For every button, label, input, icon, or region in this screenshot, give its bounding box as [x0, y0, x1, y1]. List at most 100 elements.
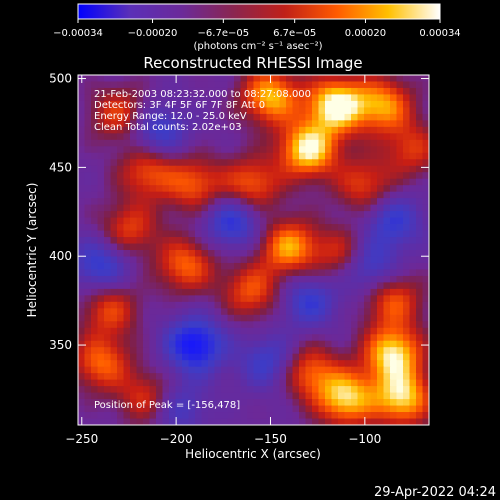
heatmap-cell: [331, 172, 339, 180]
heatmap-cell: [338, 94, 346, 102]
heatmap-cell: [266, 250, 274, 258]
heatmap-cell: [422, 334, 429, 342]
heatmap-cell: [299, 230, 307, 238]
heatmap-cell: [221, 152, 229, 160]
heatmap-cell: [123, 308, 131, 316]
heatmap-cell: [78, 282, 86, 290]
heatmap-cell: [104, 327, 112, 335]
heatmap-cell: [286, 308, 294, 316]
heatmap-cell: [156, 301, 164, 309]
heatmap-cell: [383, 334, 391, 342]
heatmap-cell: [312, 334, 320, 342]
heatmap-cell: [97, 275, 105, 284]
heatmap-cell: [396, 152, 404, 160]
heatmap-cell: [240, 327, 248, 335]
annotation-time-range: 21-Feb-2003 08:23:32.000 to 08:27:08.000: [94, 89, 311, 100]
heatmap-cell: [409, 198, 417, 206]
heatmap-cell: [351, 113, 359, 121]
heatmap-cell: [318, 379, 326, 387]
heatmap-cell: [338, 204, 346, 212]
heatmap-cell: [292, 250, 300, 258]
heatmap-cell: [292, 308, 300, 316]
heatmap-cell: [240, 269, 248, 277]
heatmap-cell: [260, 230, 268, 238]
heatmap-cell: [136, 75, 144, 83]
heatmap-cell: [78, 243, 86, 251]
heatmap-cell: [344, 224, 352, 232]
heatmap-cell: [149, 126, 157, 134]
heatmap-cell: [97, 113, 105, 121]
heatmap-cell: [201, 314, 209, 322]
heatmap-cell: [130, 405, 138, 413]
heatmap-cell: [305, 230, 313, 238]
heatmap-cell: [273, 81, 281, 89]
heatmap-cell: [338, 418, 346, 425]
heatmap-cell: [344, 386, 352, 394]
heatmap-cell: [188, 353, 196, 361]
heatmap-cell: [247, 314, 255, 322]
heatmap-cell: [214, 321, 222, 329]
heatmap-cell: [318, 191, 326, 199]
heatmap-cell: [260, 295, 268, 303]
heatmap-cell: [149, 262, 157, 271]
heatmap-cell: [143, 100, 151, 109]
heatmap-cell: [182, 159, 190, 167]
heatmap-cell: [182, 243, 190, 251]
heatmap-cell: [344, 165, 352, 173]
heatmap-cell: [422, 198, 429, 206]
heatmap-cell: [123, 224, 131, 232]
heatmap-cell: [344, 152, 352, 160]
heatmap-cell: [214, 340, 222, 348]
heatmap-cell: [84, 386, 92, 394]
heatmap-cell: [195, 366, 203, 374]
heatmap-cell: [162, 386, 170, 394]
heatmap-cell: [130, 172, 138, 180]
heatmap-cell: [162, 379, 170, 387]
heatmap-cell: [286, 100, 294, 109]
heatmap-cell: [169, 191, 177, 199]
heatmap-cell: [409, 275, 417, 284]
heatmap-cell: [286, 418, 294, 425]
heatmap-cell: [117, 418, 125, 425]
heatmap-cell: [201, 340, 209, 348]
heatmap-cell: [117, 250, 125, 258]
heatmap-cell: [312, 269, 320, 277]
heatmap-cell: [104, 204, 112, 212]
heatmap-cell: [208, 386, 216, 394]
heatmap-cell: [97, 321, 105, 329]
heatmap-cell: [409, 262, 417, 271]
heatmap-cell: [253, 100, 261, 109]
heatmap-cell: [221, 204, 229, 212]
heatmap-cell: [175, 250, 183, 258]
heatmap-cell: [227, 217, 235, 225]
heatmap-cell: [169, 295, 177, 303]
heatmap-cell: [78, 321, 86, 329]
heatmap-cell: [84, 139, 92, 147]
heatmap-cell: [110, 321, 118, 329]
heatmap-cell: [273, 230, 281, 238]
heatmap-cell: [266, 139, 274, 147]
heatmap-cell: [403, 295, 411, 303]
heatmap-cell: [175, 133, 183, 141]
heatmap-cell: [156, 262, 164, 271]
heatmap-cell: [377, 256, 385, 264]
heatmap-cell: [201, 107, 209, 115]
heatmap-cell: [110, 392, 118, 400]
y-axis-label: Heliocentric Y (arcsec): [25, 183, 39, 318]
heatmap-cell: [221, 282, 229, 290]
heatmap-cell: [279, 308, 287, 316]
heatmap-cell: [169, 165, 177, 173]
heatmap-cell: [312, 211, 320, 219]
heatmap-cell: [130, 250, 138, 258]
heatmap-cell: [201, 178, 209, 186]
heatmap-cell: [143, 81, 151, 89]
heatmap-cell: [195, 347, 203, 355]
heatmap-cell: [214, 87, 222, 96]
heatmap-cell: [234, 366, 242, 374]
heatmap-cell: [364, 191, 372, 199]
heatmap-cell: [364, 159, 372, 167]
heatmap-cell: [364, 178, 372, 186]
heatmap-cell: [344, 405, 352, 413]
heatmap-cell: [266, 113, 274, 121]
heatmap-cell: [123, 269, 131, 277]
